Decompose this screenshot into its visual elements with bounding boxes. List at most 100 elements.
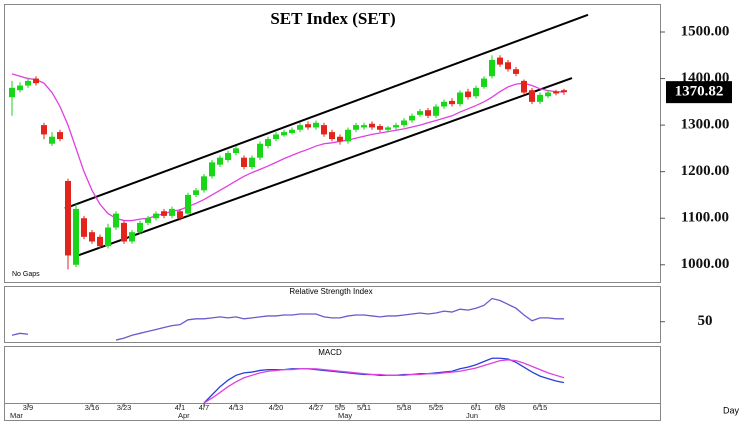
x-tick-label: 4/13 — [229, 403, 244, 412]
candle-body — [89, 232, 95, 242]
y-tick-label: 50 — [698, 313, 713, 329]
candle-body — [401, 120, 407, 126]
x-tick-label: 4/7 — [199, 403, 209, 412]
x-tick-label: 4/27 — [309, 403, 324, 412]
x-tick-label: 5/25 — [429, 403, 444, 412]
candle-body — [265, 139, 271, 147]
candle-body — [409, 115, 415, 121]
candle-body — [329, 132, 335, 140]
candle-body — [305, 124, 311, 128]
candle-body — [297, 125, 303, 130]
x-tick-label: 5/5 — [335, 403, 345, 412]
candle-body — [273, 134, 279, 140]
month-label: Apr — [178, 411, 190, 420]
candle-body — [537, 94, 543, 102]
x-axis-label: Day — [723, 405, 740, 415]
candle-body — [49, 136, 55, 144]
price-panel — [4, 4, 661, 283]
candle-body — [185, 194, 191, 214]
candle-body — [41, 125, 47, 135]
candle-body — [193, 190, 199, 195]
candle-body — [289, 129, 295, 134]
candle-body — [377, 126, 383, 130]
candle-body — [369, 123, 375, 128]
x-tick-label: 6/15 — [533, 403, 548, 412]
candle-body — [137, 222, 143, 233]
y-tick-label: 1100.00 — [681, 210, 729, 226]
x-tick-label: 3/16 — [85, 403, 100, 412]
y-tick-label: 1200.00 — [681, 163, 730, 179]
x-tick-label: 3/23 — [117, 403, 132, 412]
month-label: May — [338, 411, 352, 420]
candle-body — [113, 213, 119, 228]
candle-body — [169, 208, 175, 216]
month-label: Mar — [10, 411, 23, 420]
candle-body — [361, 125, 367, 128]
candle-body — [529, 90, 535, 102]
candle-body — [441, 101, 447, 107]
rsi-panel — [4, 286, 661, 343]
candle-body — [249, 157, 255, 168]
y-tick-label: 1000.00 — [681, 256, 730, 272]
candle-body — [25, 80, 31, 86]
candle-body — [481, 78, 487, 87]
candle-body — [241, 157, 247, 168]
rsi-title: Relative Strength Index — [289, 287, 372, 296]
candle-body — [209, 162, 215, 177]
candle-body — [9, 87, 15, 98]
candle-body — [473, 87, 479, 97]
x-tick-label: 6/1 — [471, 403, 481, 412]
trend-line — [64, 13, 589, 210]
candle-body — [553, 91, 559, 94]
x-tick-label: 4/20 — [269, 403, 284, 412]
candle-body — [337, 136, 343, 142]
candle-body — [353, 125, 359, 130]
candle-body — [153, 213, 159, 219]
candle-body — [545, 92, 551, 97]
candle-body — [129, 232, 135, 242]
candle-body — [425, 110, 431, 116]
chart-title: SET Index (SET) — [270, 9, 395, 28]
month-label: Jun — [466, 411, 478, 420]
candle-body — [513, 69, 519, 74]
x-tick-label: 4/1 — [175, 403, 185, 412]
candle-body — [201, 176, 207, 191]
x-tick-label: 6/8 — [495, 403, 505, 412]
y-tick-label: 1500.00 — [681, 23, 730, 39]
candle-body — [521, 80, 527, 93]
candle-body — [561, 90, 567, 93]
candle-body — [417, 111, 423, 115]
last-price-label: 1370.82 — [675, 84, 724, 100]
x-tick-label: 5/18 — [397, 403, 412, 412]
x-tick-label: 5/11 — [357, 403, 371, 412]
x-tick-label: 3/9 — [23, 403, 33, 412]
indicator-line — [11, 73, 565, 222]
macd-title: MACD — [318, 348, 342, 357]
y-tick-label: 1300.00 — [681, 117, 730, 133]
candle-body — [225, 153, 231, 161]
candle-body — [57, 132, 63, 140]
candle-body — [161, 211, 167, 216]
candle-body — [393, 125, 399, 128]
last-price-box — [666, 81, 732, 104]
candle-body — [497, 57, 503, 65]
candle-body — [505, 62, 511, 70]
candle-body — [65, 180, 71, 256]
candle-body — [489, 59, 495, 77]
candle-body — [17, 85, 23, 91]
indicator-line — [203, 359, 565, 404]
candle-body — [121, 222, 127, 242]
candle-body — [33, 78, 39, 84]
candle-body — [81, 218, 87, 237]
candle-body — [281, 132, 287, 136]
trend-line — [77, 77, 573, 257]
note: No Gaps — [12, 271, 40, 278]
candle-body — [145, 218, 151, 223]
candle-body — [457, 92, 463, 105]
candle-body — [233, 148, 239, 154]
date-axis — [4, 403, 661, 421]
indicator-line — [11, 297, 564, 341]
candle-body — [97, 236, 103, 247]
